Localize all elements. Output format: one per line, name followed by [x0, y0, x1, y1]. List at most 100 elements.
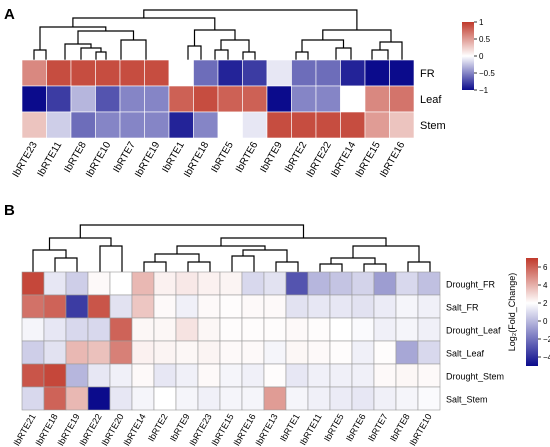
colorbar-tick-label: 0.5: [479, 35, 491, 44]
panel-b-row-labels: Drought_FR Salt_FR Drought_Leaf Salt_Leaf Dr…: [446, 280, 504, 405]
heatmap-cell-Salt_Stem-IbRTE20: [109, 386, 133, 411]
heatmap-cell-Drought_Stem-IbRTE5: [329, 363, 353, 388]
heatmap-cell-Drought_Stem-IbRTE13: [263, 363, 287, 388]
heatmap-cell-Leaf-IbRTE22: [315, 85, 341, 113]
heatmap-cell-Salt_FR-IbRTE2: [153, 294, 177, 319]
heatmap-cell-Drought_Leaf-IbRTE18: [43, 317, 67, 342]
heatmap-cell-Leaf-IbRTE6: [242, 85, 268, 113]
heatmap-cell-Stem-IbRTE7: [119, 111, 145, 139]
heatmap-cell-FR-IbRTE11: [46, 59, 72, 87]
heatmap-cell-FR-IbRTE16: [389, 59, 415, 87]
panel-b-colorbar-label: Log₂(Fold_Change): [507, 273, 517, 352]
heatmap-cell-Salt_FR-IbRTE1: [285, 294, 309, 319]
row-label: Leaf: [420, 94, 442, 106]
column-label: IbRTE5: [322, 412, 346, 443]
heatmap-cell-Drought_Leaf-IbRTE8: [395, 317, 419, 342]
heatmap-cell-Salt_FR-IbRTE11: [307, 294, 331, 319]
colorbar-tick-label: −4: [543, 353, 550, 362]
heatmap-cell-Salt_Stem-IbRTE16: [241, 386, 265, 411]
heatmap-cell-Salt_Stem-IbRTE23: [197, 386, 221, 411]
heatmap-cell-Drought_FR-IbRTE2: [153, 271, 177, 296]
heatmap-cell-Drought_Stem-IbRTE10: [417, 363, 441, 388]
heatmap-cell-Salt_FR-IbRTE13: [263, 294, 287, 319]
heatmap-cell-Leaf-IbRTE1: [168, 85, 194, 113]
heatmap-cell-Drought_Leaf-IbRTE19: [65, 317, 89, 342]
heatmap-cell-Salt_Leaf-IbRTE19: [65, 340, 89, 365]
panel-a-label: A: [4, 6, 15, 23]
heatmap-cell-Drought_Leaf-IbRTE23: [197, 317, 221, 342]
heatmap-cell-Leaf-IbRTE7: [119, 85, 145, 113]
heatmap-cell-Leaf-IbRTE2: [291, 85, 317, 113]
heatmap-cell-Salt_FR-IbRTE10: [417, 294, 441, 319]
heatmap-cell-Salt_Stem-IbRTE15: [219, 386, 243, 411]
heatmap-cell-Drought_FR-IbRTE15: [219, 271, 243, 296]
heatmap-cell-Leaf-IbRTE10: [95, 85, 121, 113]
column-label: IbRTE5: [209, 140, 236, 175]
heatmap-cell-Leaf-IbRTE9: [266, 85, 292, 113]
colorbar-tick-label: 2: [543, 299, 548, 308]
row-label: Salt_Stem: [446, 395, 488, 405]
heatmap-cell-Stem-IbRTE2: [291, 111, 317, 139]
heatmap-cell-Drought_Stem-IbRTE8: [395, 363, 419, 388]
panel-a-dendrogram: [33, 9, 403, 60]
heatmap-cell-Drought_Stem-IbRTE15: [219, 363, 243, 388]
heatmap-cell-Drought_FR-IbRTE5: [329, 271, 353, 296]
row-label: Drought_FR: [446, 280, 496, 290]
heatmap-cell-Drought_Stem-IbRTE11: [307, 363, 331, 388]
heatmap-cell-Stem-IbRTE19: [144, 111, 170, 139]
column-label: IbRTE7: [111, 140, 138, 175]
heatmap-cell-FR-IbRTE1: [168, 59, 194, 87]
heatmap-cell-Salt_FR-IbRTE21: [21, 294, 45, 319]
heatmap-cell-Drought_Stem-IbRTE7: [373, 363, 397, 388]
heatmap-cell-Drought_Leaf-IbRTE1: [285, 317, 309, 342]
heatmap-cell-Leaf-IbRTE19: [144, 85, 170, 113]
heatmap-cell-Drought_FR-IbRTE7: [373, 271, 397, 296]
heatmap-cell-Stem-IbRTE10: [95, 111, 121, 139]
heatmap-cell-Salt_Leaf-IbRTE21: [21, 340, 45, 365]
heatmap-cell-Salt_Leaf-IbRTE8: [395, 340, 419, 365]
column-label: IbRTE6: [344, 412, 368, 443]
heatmap-cell-Salt_Leaf-IbRTE10: [417, 340, 441, 365]
heatmap-cell-Salt_Leaf-IbRTE20: [109, 340, 133, 365]
heatmap-cell-Drought_FR-IbRTE1: [285, 271, 309, 296]
heatmap-cell-Salt_Stem-IbRTE11: [307, 386, 331, 411]
heatmap-cell-Salt_Leaf-IbRTE1: [285, 340, 309, 365]
heatmap-cell-Leaf-IbRTE14: [340, 85, 366, 113]
heatmap-cell-Salt_Stem-IbRTE5: [329, 386, 353, 411]
heatmap-cell-Drought_Stem-IbRTE23: [197, 363, 221, 388]
heatmap-cell-Salt_Stem-IbRTE1: [285, 386, 309, 411]
heatmap-cell-Stem-IbRTE5: [217, 111, 243, 139]
heatmap-cell-Drought_Stem-IbRTE14: [131, 363, 155, 388]
heatmap-cell-Drought_Leaf-IbRTE2: [153, 317, 177, 342]
column-label: IbRTE1: [160, 140, 187, 175]
column-label: IbRTE9: [258, 140, 285, 175]
heatmap-cell-Drought_Leaf-IbRTE10: [417, 317, 441, 342]
heatmap-cell-FR-IbRTE15: [364, 59, 390, 87]
heatmap-cell-Stem-IbRTE11: [46, 111, 72, 139]
panel-b-label: B: [4, 202, 15, 219]
panel-a-dendrogram-branches: [33, 9, 403, 60]
heatmap-cell-Salt_Stem-IbRTE9: [175, 386, 199, 411]
heatmap-cell-FR-IbRTE22: [315, 59, 341, 87]
colorbar-tick-label: 1: [479, 18, 484, 27]
heatmap-cell-Leaf-IbRTE11: [46, 85, 72, 113]
heatmap-cell-Salt_Stem-IbRTE22: [87, 386, 111, 411]
heatmap-cell-Salt_Leaf-IbRTE5: [329, 340, 353, 365]
heatmap-cell-Drought_Stem-IbRTE21: [21, 363, 45, 388]
heatmap-cell-Drought_Leaf-IbRTE5: [329, 317, 353, 342]
colorbar-tick-label: −1: [479, 86, 489, 95]
heatmap-cell-Drought_Leaf-IbRTE6: [351, 317, 375, 342]
colorbar-tick-label: −0.5: [479, 69, 495, 78]
heatmap-cell-Drought_FR-IbRTE20: [109, 271, 133, 296]
heatmap-cell-Salt_FR-IbRTE6: [351, 294, 375, 319]
column-label: IbRTE8: [388, 412, 412, 443]
heatmap-cell-Salt_FR-IbRTE16: [241, 294, 265, 319]
heatmap-cell-Drought_Leaf-IbRTE21: [21, 317, 45, 342]
heatmap-cell-Salt_Stem-IbRTE19: [65, 386, 89, 411]
heatmap-cell-Drought_Stem-IbRTE1: [285, 363, 309, 388]
heatmap-cell-Leaf-IbRTE8: [70, 85, 96, 113]
heatmap-cell-Salt_Stem-IbRTE6: [351, 386, 375, 411]
heatmap-cell-Salt_FR-IbRTE22: [87, 294, 111, 319]
